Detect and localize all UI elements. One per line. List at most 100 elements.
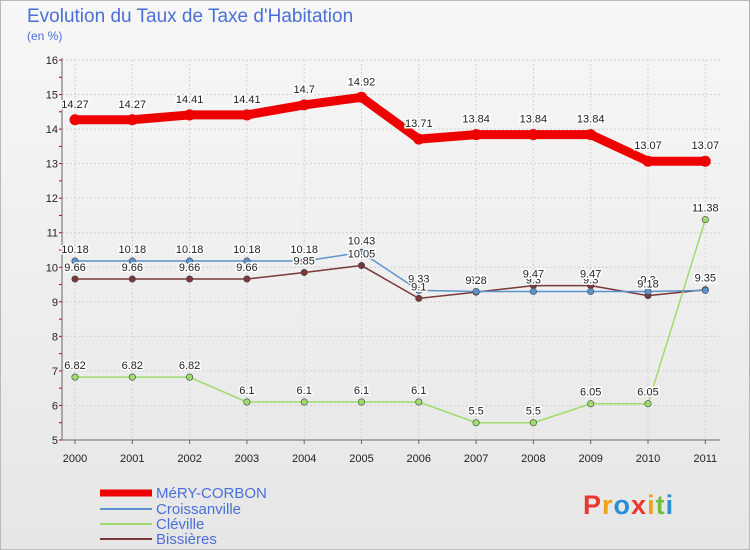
data-label: 6.82 xyxy=(122,360,143,372)
data-point xyxy=(243,257,251,265)
x-tick-label: 2003 xyxy=(235,453,259,465)
logo-letter: i xyxy=(665,490,675,520)
data-label: 10.18 xyxy=(61,244,89,256)
data-point xyxy=(186,373,194,381)
logo-letter: i xyxy=(647,490,656,520)
data-point xyxy=(527,129,539,141)
data-label-halo: 6.1 xyxy=(239,385,254,397)
data-point xyxy=(241,109,253,121)
data-label-halo: 9.3 xyxy=(526,274,541,286)
data-label: 9.47 xyxy=(523,269,544,281)
data-label-halo: 6.1 xyxy=(297,385,312,397)
x-tick-label: 2010 xyxy=(636,453,660,465)
x-tick-label: 2004 xyxy=(292,453,316,465)
data-label-halo: 14.27 xyxy=(61,99,89,111)
data-point xyxy=(243,398,251,406)
data-point xyxy=(71,257,79,265)
data-label-halo: 9.33 xyxy=(695,273,716,285)
data-point xyxy=(413,133,425,145)
y-tick-label: 7 xyxy=(52,366,58,378)
data-label: 10.18 xyxy=(119,244,147,256)
chart-subtitle: (en %) xyxy=(27,29,63,43)
data-label: 9.3 xyxy=(468,274,483,286)
data-point xyxy=(701,216,709,224)
data-label-halo: 13.84 xyxy=(520,114,548,126)
data-label: 9.1 xyxy=(411,281,426,293)
data-label-halo: 10.18 xyxy=(176,244,204,256)
data-label: 10.18 xyxy=(233,244,261,256)
data-label: 13.07 xyxy=(634,140,662,152)
data-label: 11.38 xyxy=(692,203,719,215)
data-label: 9.33 xyxy=(408,273,429,285)
data-label: 13.84 xyxy=(577,114,605,126)
data-label: 6.82 xyxy=(179,360,200,372)
x-tick-label: 2008 xyxy=(521,453,545,465)
legend-label: Cléville xyxy=(156,516,204,533)
data-point xyxy=(126,114,138,126)
legend-label: Croissanville xyxy=(156,501,241,518)
data-label-halo: 14.27 xyxy=(119,99,147,111)
x-tick-label: 2007 xyxy=(464,453,488,465)
data-label-halo: 9.66 xyxy=(179,262,200,274)
x-tick-label: 2006 xyxy=(407,453,431,465)
logo-letter: x xyxy=(631,490,648,520)
data-label: 9.3 xyxy=(583,274,598,286)
data-label-halo: 14.92 xyxy=(348,76,376,88)
data-point xyxy=(356,91,367,103)
x-tick-label: 2005 xyxy=(349,453,373,465)
data-point xyxy=(357,262,365,270)
data-label: 6.1 xyxy=(354,385,369,397)
data-point xyxy=(644,400,652,408)
y-tick-label: 6 xyxy=(52,400,58,412)
data-point xyxy=(128,257,136,265)
legend-label: Bissières xyxy=(156,531,217,548)
data-label: 9.66 xyxy=(64,262,85,274)
data-point xyxy=(415,286,423,294)
data-label: 6.82 xyxy=(64,360,85,372)
data-point xyxy=(184,109,196,121)
data-point xyxy=(128,373,136,381)
data-label: 10.43 xyxy=(348,235,376,247)
data-label: 9.66 xyxy=(236,262,257,274)
data-label: 9.35 xyxy=(695,273,716,285)
data-label-halo: 9.1 xyxy=(411,281,426,293)
data-label: 5.5 xyxy=(468,406,483,418)
data-label-halo: 9.47 xyxy=(523,269,544,281)
y-tick-label: 13 xyxy=(46,159,58,171)
data-point xyxy=(472,419,480,427)
y-tick-label: 14 xyxy=(46,124,58,136)
data-label-halo: 9.33 xyxy=(408,273,429,285)
data-point xyxy=(644,287,652,295)
data-label: 13.84 xyxy=(520,114,548,126)
data-label: 10.18 xyxy=(290,244,318,256)
y-tick-label: 9 xyxy=(52,297,58,309)
data-label-halo: 5.5 xyxy=(526,406,541,418)
data-point xyxy=(470,129,482,141)
data-label-halo: 6.82 xyxy=(179,360,200,372)
data-point xyxy=(587,400,595,408)
data-label-halo: 6.1 xyxy=(354,385,369,397)
data-label: 13.84 xyxy=(462,114,490,126)
chart-title: Evolution du Taux de Taxe d'Habitation xyxy=(27,6,354,27)
data-label-halo: 9.18 xyxy=(637,279,658,291)
y-tick-label: 10 xyxy=(46,262,58,274)
logo-letter: t xyxy=(655,490,666,520)
data-label-halo: 9.47 xyxy=(580,269,601,281)
data-label-halo: 10.18 xyxy=(290,244,318,256)
data-label: 14.7 xyxy=(293,84,314,96)
data-label-halo: 14.41 xyxy=(233,94,261,106)
data-label-halo: 14.7 xyxy=(293,84,314,96)
data-label-halo: 13.07 xyxy=(692,140,720,152)
data-point xyxy=(300,398,308,406)
data-point xyxy=(71,275,79,283)
data-point xyxy=(699,155,711,167)
data-label-halo: 11.38 xyxy=(692,203,719,215)
data-label-halo: 9.66 xyxy=(122,262,143,274)
logo-letter: r xyxy=(602,490,614,520)
data-point xyxy=(300,257,308,265)
legend: MéRY-CORBONCroissanvilleClévilleBissière… xyxy=(100,485,267,548)
series-line-2 xyxy=(75,219,707,424)
x-tick-label: 2000 xyxy=(63,453,87,465)
